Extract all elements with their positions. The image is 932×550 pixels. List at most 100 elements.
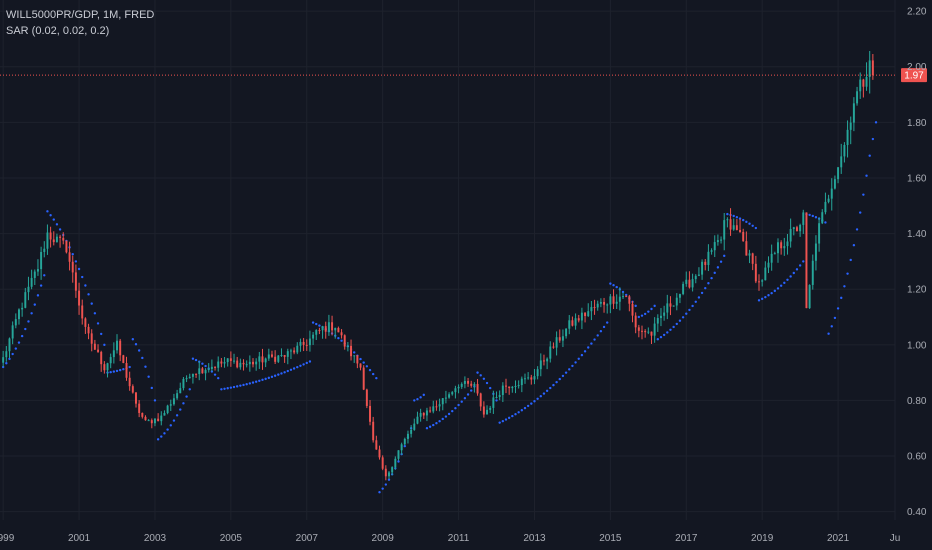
sar-dot <box>365 365 369 368</box>
candle <box>109 353 112 369</box>
candle <box>144 415 147 421</box>
x-tick-label: Ju <box>890 533 901 544</box>
candle <box>33 269 36 286</box>
y-tick-label: 2.20 <box>907 7 927 18</box>
candle <box>622 292 625 300</box>
sar-dot <box>52 218 55 221</box>
candle-body <box>153 418 156 424</box>
candle <box>527 372 530 380</box>
candle-body <box>2 357 5 363</box>
sar-dot <box>254 380 258 383</box>
candle-body <box>811 260 814 285</box>
sar-dot <box>384 483 388 486</box>
candle <box>429 406 432 413</box>
candle-body <box>783 246 786 249</box>
candle-body <box>106 363 109 371</box>
candle-body <box>21 307 24 310</box>
x-tick-label: 2011 <box>448 533 470 544</box>
candle-body <box>138 403 141 413</box>
candle <box>93 339 96 350</box>
candle <box>824 192 827 215</box>
sar-dot <box>134 343 138 346</box>
candle <box>435 400 438 411</box>
candle <box>346 341 349 352</box>
sar-dot <box>523 406 527 410</box>
candle <box>587 303 590 318</box>
candle <box>84 317 87 334</box>
sar-dot <box>223 387 226 390</box>
candle-body <box>388 472 390 477</box>
candle <box>653 317 656 343</box>
candle <box>226 358 229 367</box>
candle-body <box>697 274 700 276</box>
candle-body <box>808 284 811 309</box>
candle <box>375 435 378 450</box>
sar-dot <box>536 397 539 400</box>
candle <box>818 217 821 252</box>
chart-title: WILL5000PR/GDP, 1M, FRED <box>6 9 155 21</box>
candle <box>413 418 416 431</box>
sar-dot <box>517 411 520 414</box>
candle <box>340 329 343 339</box>
sar-dot <box>681 316 685 319</box>
candle <box>492 390 495 414</box>
sar-dot <box>169 424 172 427</box>
candle <box>195 373 198 378</box>
candle <box>160 411 163 426</box>
candle-body <box>182 378 185 389</box>
candle <box>735 219 738 231</box>
price-axis: 0.40 0.60 0.80 1.00 1.20 1.40 1.60 1.80 2.00 2.20 <box>907 7 927 519</box>
candle-body <box>166 405 169 413</box>
indicator-legend[interactable]: SAR (0.02, 0.02, 0.2) <box>6 25 110 37</box>
sar-dot <box>115 369 119 373</box>
candle <box>501 382 504 403</box>
candle <box>43 241 46 258</box>
candle-body <box>473 383 476 386</box>
candle-body <box>150 420 153 424</box>
candle-body <box>833 179 836 189</box>
candles <box>2 50 874 481</box>
candle <box>441 398 444 411</box>
candle-body <box>533 376 536 380</box>
candle <box>97 344 100 353</box>
candle <box>299 338 302 352</box>
grid-lines <box>0 0 896 520</box>
candle <box>827 194 830 204</box>
sar-dot <box>836 307 840 310</box>
sar-dot <box>590 342 593 345</box>
candle <box>612 289 615 310</box>
candle-body <box>669 303 672 307</box>
candle <box>609 294 612 314</box>
sar-dot <box>435 422 438 425</box>
sar-dot <box>704 286 707 290</box>
candle-body <box>248 361 251 365</box>
candle <box>830 178 833 211</box>
sar-dot <box>511 414 514 418</box>
candle-body <box>672 305 675 307</box>
candle-body <box>315 330 318 335</box>
candle <box>14 313 17 329</box>
candle <box>119 338 122 362</box>
sar-dot <box>153 399 157 402</box>
candle <box>258 351 261 369</box>
candle <box>685 271 688 287</box>
candle <box>384 465 387 481</box>
sar-dot <box>485 381 489 385</box>
candle-body <box>432 406 435 412</box>
candle-body <box>369 405 371 422</box>
sar-dot <box>482 377 486 380</box>
candle <box>283 354 286 363</box>
sar-dot <box>808 213 811 217</box>
sar-dot <box>33 303 36 306</box>
candle-body <box>210 366 213 370</box>
candle-body <box>748 253 751 256</box>
x-tick-label: 2019 <box>751 533 774 544</box>
candle <box>780 240 783 255</box>
candle <box>505 378 507 394</box>
candle <box>814 235 817 271</box>
candle-body <box>786 241 789 247</box>
candle-body <box>331 322 334 331</box>
sar-dot <box>659 335 663 339</box>
